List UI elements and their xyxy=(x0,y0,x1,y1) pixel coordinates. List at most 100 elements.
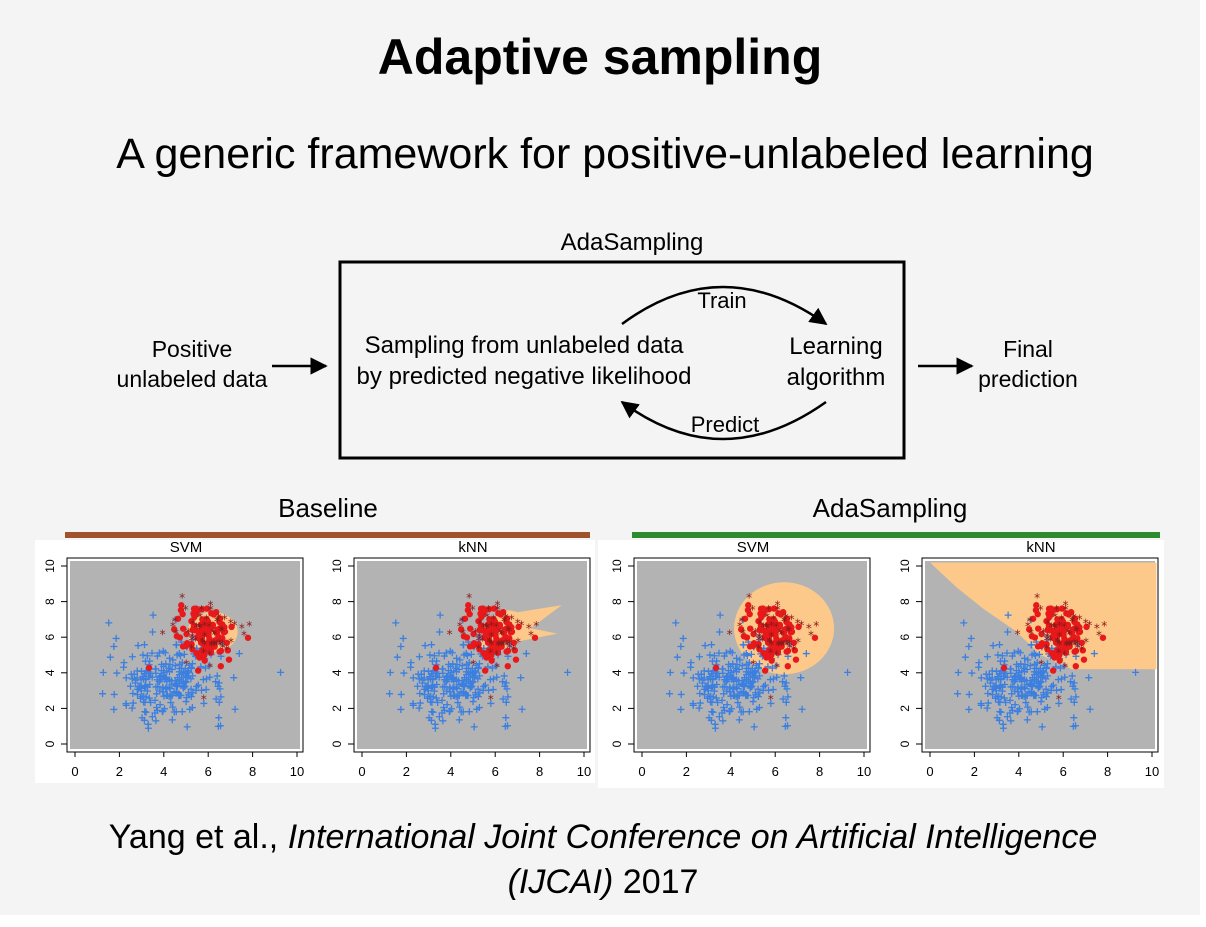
star-point: * xyxy=(459,615,465,629)
star-point: * xyxy=(490,612,496,626)
unlabeled-point xyxy=(752,691,760,699)
unlabeled-point xyxy=(1070,679,1078,687)
unlabeled-point xyxy=(214,682,222,690)
unlabeled-point xyxy=(748,682,756,690)
positive-point xyxy=(786,635,793,642)
x-tick-label: 10 xyxy=(857,764,871,779)
sampling-label-1: Sampling from unlabeled data xyxy=(365,332,685,359)
y-tick-label: 10 xyxy=(610,559,624,573)
star-point: * xyxy=(770,612,776,626)
unlabeled-point xyxy=(1024,656,1032,664)
star-point: * xyxy=(489,619,495,633)
unlabeled-point xyxy=(769,675,777,683)
positive-point xyxy=(470,630,477,638)
unlabeled-point xyxy=(704,694,712,702)
star-point: * xyxy=(470,603,476,617)
unlabeled-point xyxy=(772,662,780,670)
unlabeled-point xyxy=(983,653,991,661)
star-point: * xyxy=(246,619,252,633)
unlabeled-point xyxy=(768,664,776,672)
positive-point xyxy=(762,634,769,642)
unlabeled-point xyxy=(149,611,157,619)
positive-point xyxy=(531,634,539,641)
unlabeled-point xyxy=(424,667,432,675)
unlabeled-point xyxy=(1014,672,1022,680)
x-tick-label: 0 xyxy=(638,764,645,779)
star-point: * xyxy=(1049,621,1055,635)
star-point: * xyxy=(737,620,743,634)
positive-point xyxy=(1049,607,1057,614)
unlabeled-point xyxy=(142,708,150,716)
star-point: * xyxy=(1052,621,1058,635)
unlabeled-point xyxy=(397,705,405,713)
unlabeled-point xyxy=(166,654,174,662)
unlabeled-point xyxy=(141,641,149,649)
y-tick-label: 2 xyxy=(330,705,344,712)
unlabeled-point xyxy=(198,686,206,694)
unlabeled-point xyxy=(163,678,171,686)
star-point: * xyxy=(208,599,214,613)
unlabeled-point xyxy=(416,699,424,707)
star-point: * xyxy=(783,636,789,650)
unlabeled-point xyxy=(1027,641,1035,649)
unlabeled-point xyxy=(151,696,159,704)
unlabeled-point xyxy=(710,652,718,660)
star-point: * xyxy=(1062,660,1068,674)
star-point: * xyxy=(775,603,781,617)
unlabeled-point xyxy=(427,716,435,724)
unlabeled-point xyxy=(718,665,726,673)
positive-point xyxy=(761,627,769,635)
star-point: * xyxy=(789,612,795,626)
star-point: * xyxy=(1038,603,1044,617)
star-point: * xyxy=(485,603,491,617)
star-point: * xyxy=(757,617,763,631)
positive-point xyxy=(504,662,511,670)
unlabeled-point xyxy=(1072,693,1080,701)
unlabeled-point xyxy=(781,682,789,690)
star-point: * xyxy=(1056,693,1062,707)
star-point: * xyxy=(1061,648,1067,662)
star-point: * xyxy=(210,626,216,640)
positive-region xyxy=(930,562,1157,670)
y-tick-label: 0 xyxy=(43,740,57,747)
unlabeled-point xyxy=(129,699,137,707)
unlabeled-point xyxy=(708,657,716,665)
baseline-label: Baseline xyxy=(278,493,378,523)
positive-point xyxy=(482,634,489,642)
star-point: * xyxy=(197,610,203,624)
positive-point xyxy=(488,657,495,664)
citation-authors: Yang et al., xyxy=(108,818,288,856)
unlabeled-point xyxy=(475,704,483,712)
x-tick-label: 8 xyxy=(1104,764,1111,779)
star-point: * xyxy=(779,638,785,652)
star-point: * xyxy=(505,624,511,638)
star-point: * xyxy=(214,614,220,628)
unlabeled-point xyxy=(430,652,438,660)
positive-point xyxy=(481,607,489,614)
positive-point xyxy=(225,656,233,663)
unlabeled-point xyxy=(960,619,968,627)
unlabeled-point xyxy=(730,691,738,699)
positive-point xyxy=(496,621,504,629)
unlabeled-point xyxy=(782,714,790,722)
star-point: * xyxy=(228,635,234,649)
unlabeled-point xyxy=(188,660,196,668)
positive-point xyxy=(490,605,498,612)
star-point: * xyxy=(493,648,499,662)
unlabeled-point xyxy=(493,673,501,681)
star-point: * xyxy=(484,621,490,635)
unlabeled-point xyxy=(492,662,500,670)
unlabeled-point xyxy=(460,651,468,659)
positive-point xyxy=(1071,615,1079,622)
adasampling-label: AdaSampling xyxy=(812,493,968,523)
positive-point xyxy=(510,639,518,647)
unlabeled-point xyxy=(429,708,437,716)
x-tick-label: 2 xyxy=(683,764,690,779)
unlabeled-point xyxy=(995,698,1003,706)
positive-point xyxy=(1056,657,1063,664)
positive-point xyxy=(745,602,752,609)
unlabeled-point xyxy=(965,690,973,698)
unlabeled-point xyxy=(502,698,510,706)
positive-point xyxy=(503,648,510,655)
unlabeled-point xyxy=(215,679,223,687)
